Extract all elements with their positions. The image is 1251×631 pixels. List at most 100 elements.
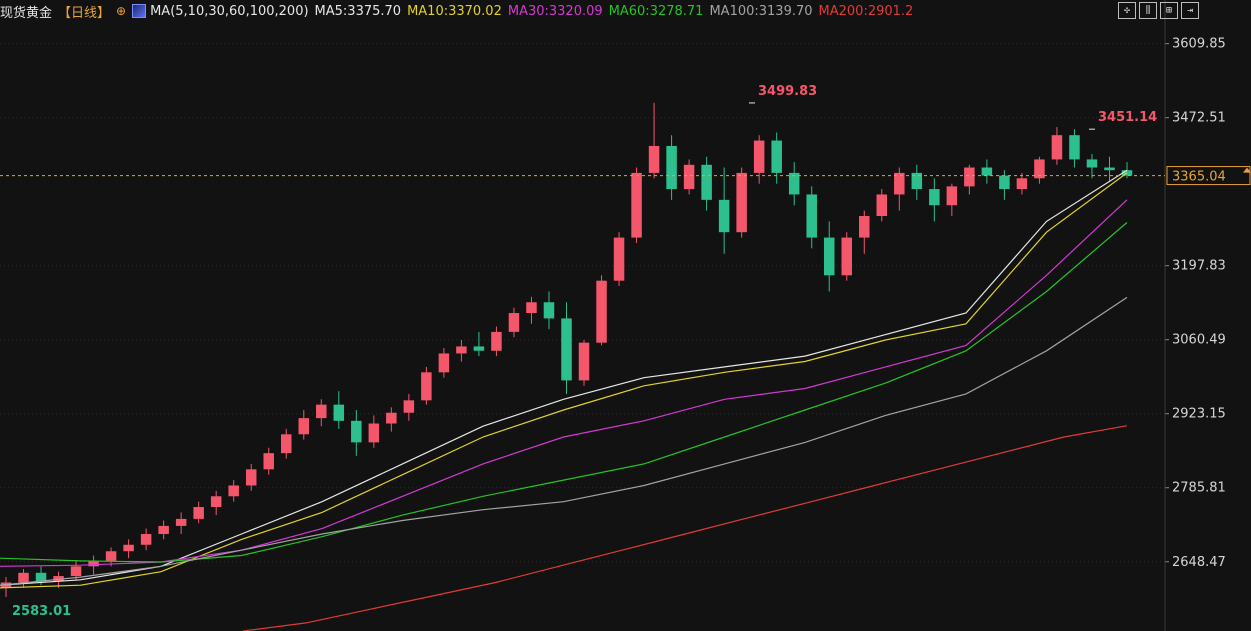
ma-line-ma100[interactable] <box>0 296 1128 586</box>
candle-up[interactable] <box>946 186 958 206</box>
candle-up[interactable] <box>876 194 888 217</box>
y-tick-label: 3472.51 <box>1172 111 1226 126</box>
candle-up[interactable] <box>280 434 292 454</box>
candle-up[interactable] <box>1016 178 1028 190</box>
ma-line-ma200[interactable] <box>242 425 1128 631</box>
ma100-label: MA100:3139.70 <box>709 3 813 19</box>
candle-down[interactable] <box>771 140 782 173</box>
candle-up[interactable] <box>228 485 239 497</box>
candle-up[interactable] <box>368 423 380 443</box>
candle-up[interactable] <box>613 237 625 281</box>
candle-down[interactable] <box>1086 159 1098 168</box>
period-label[interactable]: 【日线】 <box>58 5 111 21</box>
candle-chart-icon[interactable]: ⊞ <box>1160 2 1178 19</box>
candle-down[interactable] <box>718 199 730 233</box>
candle-up[interactable] <box>245 469 257 486</box>
candle-up[interactable] <box>1034 159 1045 179</box>
y-tick-label: 3609.85 <box>1172 37 1226 52</box>
candle-up[interactable] <box>491 331 502 351</box>
candle-up[interactable] <box>298 418 310 435</box>
candle-up[interactable] <box>648 145 660 173</box>
candle-up[interactable] <box>193 507 204 519</box>
candle-up[interactable] <box>736 172 747 233</box>
candle-down[interactable] <box>543 302 555 319</box>
y-tick-label: 3060.49 <box>1172 333 1226 348</box>
ma200-label: MA200:2901.2 <box>818 3 914 19</box>
candle-down[interactable] <box>981 167 993 176</box>
candle-up[interactable] <box>508 313 520 332</box>
current-price-label: 3365.04 <box>1172 170 1226 185</box>
candle-up[interactable] <box>964 167 975 187</box>
candle-up[interactable] <box>210 496 222 508</box>
ma30-label: MA30:3320.09 <box>507 3 603 19</box>
candle-down[interactable] <box>561 318 572 381</box>
candle-up[interactable] <box>316 404 327 419</box>
y-tick-label: 2785.81 <box>1172 481 1226 496</box>
candle-up[interactable] <box>421 372 432 401</box>
candle-up[interactable] <box>683 164 695 190</box>
indicator-icon <box>132 4 147 18</box>
candle-up[interactable] <box>859 216 870 238</box>
ma-line-ma5[interactable] <box>0 169 1128 586</box>
candle-up[interactable] <box>753 140 765 173</box>
candle-down[interactable] <box>35 572 47 582</box>
candle-up[interactable] <box>841 237 853 276</box>
candle-down[interactable] <box>473 346 485 351</box>
candle-up[interactable] <box>578 342 590 381</box>
ma60-label: MA60:3278.71 <box>608 3 704 19</box>
candle-down[interactable] <box>1104 167 1115 171</box>
candle-down[interactable] <box>701 164 712 200</box>
annotation-high: 3499.83 <box>758 84 817 99</box>
candle-up[interactable] <box>158 525 169 534</box>
add-indicator-icon[interactable]: ⊕ <box>116 4 127 18</box>
candle-down[interactable] <box>806 194 817 238</box>
chart-header: 现货黄金 【日线】 ⊕ MA(5,10,30,60,100,200) MA5:3… <box>0 2 919 21</box>
instrument-title: 现货黄金 <box>0 5 53 21</box>
candle-up[interactable] <box>438 353 450 373</box>
candle-up[interactable] <box>105 551 117 561</box>
candle-up[interactable] <box>386 412 397 424</box>
scroll-up-icon[interactable] <box>1243 167 1251 173</box>
ma-spec-label: MA(5,10,30,60,100,200) <box>150 3 309 19</box>
ma-line-ma30[interactable] <box>0 199 1128 567</box>
chart-toolbar: ✣ ⫼ ⊞ ⇥ <box>1118 2 1202 19</box>
candle-up[interactable] <box>526 302 537 314</box>
candle-down[interactable] <box>999 175 1010 190</box>
candle-up[interactable] <box>175 518 187 526</box>
candle-down[interactable] <box>333 404 345 421</box>
y-tick-label: 3197.83 <box>1172 259 1226 274</box>
annotation-recent-high: 3451.14 <box>1098 110 1157 125</box>
candle-up[interactable] <box>631 172 642 238</box>
candle-up[interactable] <box>456 346 467 354</box>
crosshair-icon[interactable]: ✣ <box>1118 2 1136 19</box>
candle-up[interactable] <box>18 572 29 583</box>
ma10-label: MA10:3370.02 <box>407 3 502 19</box>
candle-down[interactable] <box>351 420 362 443</box>
candle-up[interactable] <box>894 172 905 195</box>
y-tick-label: 2648.47 <box>1172 555 1226 570</box>
candle-down[interactable] <box>823 237 835 276</box>
candle-up[interactable] <box>88 560 99 567</box>
candle-down[interactable] <box>666 145 677 190</box>
candle-up[interactable] <box>140 533 152 545</box>
candle-up[interactable] <box>70 566 82 577</box>
candle-down[interactable] <box>1069 135 1080 160</box>
candle-up[interactable] <box>596 280 607 343</box>
candle-down[interactable] <box>911 172 923 190</box>
current-price-badge <box>1166 166 1251 186</box>
candle-up[interactable] <box>1051 135 1063 160</box>
ma5-label: MA5:3375.70 <box>314 3 402 19</box>
y-tick-label: 2923.15 <box>1172 407 1226 422</box>
forward-icon[interactable]: ⇥ <box>1181 2 1199 19</box>
candle-up[interactable] <box>403 400 415 413</box>
candle-down[interactable] <box>929 189 940 206</box>
candle-up[interactable] <box>123 544 134 552</box>
candle-down[interactable] <box>788 172 800 195</box>
candle-up[interactable] <box>263 453 274 470</box>
ma-line-ma60[interactable] <box>0 222 1128 563</box>
bar-chart-icon[interactable]: ⫼ <box>1139 2 1157 19</box>
annotation-low: 2583.01 <box>12 604 71 619</box>
